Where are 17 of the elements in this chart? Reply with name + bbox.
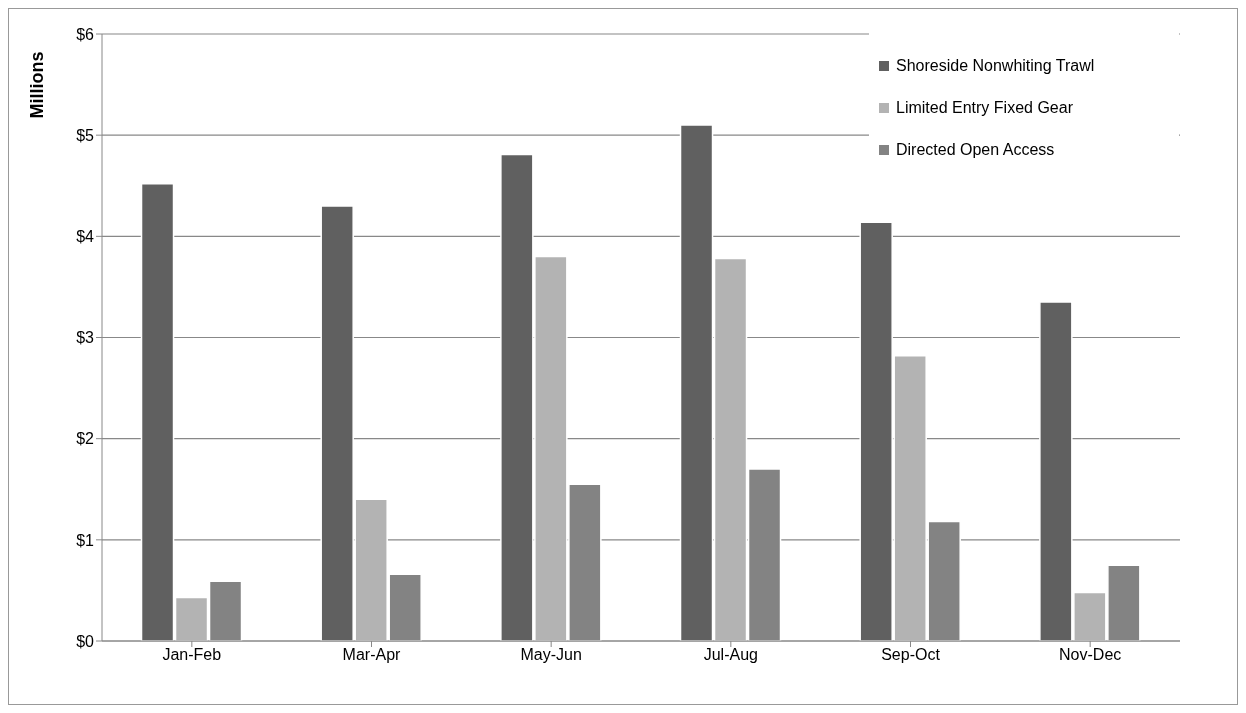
y-tick-label: $4: [76, 228, 95, 246]
y-tick-label: $0: [76, 632, 95, 650]
legend-label: Directed Open Access: [896, 141, 1055, 159]
y-tick-label: $6: [76, 25, 95, 43]
x-tick-label: May-Jun: [520, 646, 582, 664]
y-axis-title: Millions: [26, 51, 48, 119]
legend-label: Limited Entry Fixed Gear: [896, 99, 1073, 117]
x-tick-label: Jan-Feb: [162, 646, 222, 664]
y-tick-label: $2: [76, 430, 95, 448]
x-tick-label: Mar-Apr: [342, 646, 402, 664]
x-tick-label: Nov-Dec: [1059, 646, 1122, 664]
y-tick-label: $1: [76, 531, 95, 549]
x-tick-label: Sep-Oct: [881, 646, 941, 664]
legend-label: Shoreside Nonwhiting Trawl: [896, 57, 1095, 75]
y-tick-label: $5: [76, 126, 95, 144]
y-tick-label: $3: [76, 329, 95, 347]
x-tick-label: Jul-Aug: [703, 646, 758, 664]
